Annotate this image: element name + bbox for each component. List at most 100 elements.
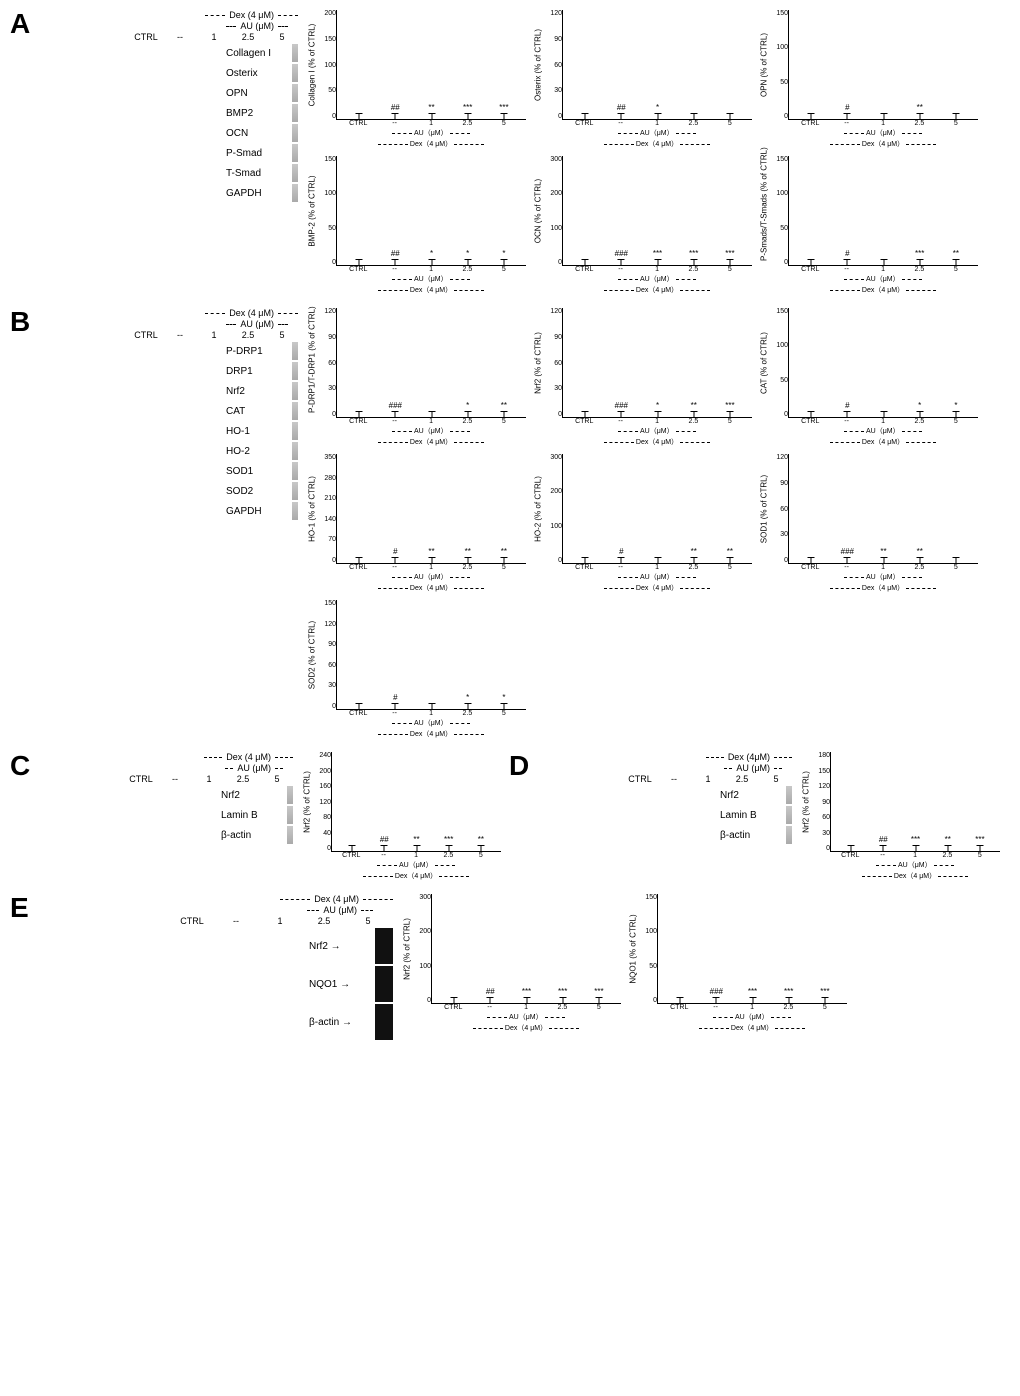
- chart-grid-e: Nrf2 (% of CTRL)0100200300##*********CTR…: [401, 894, 1010, 1042]
- error-bar: [693, 259, 694, 265]
- blot-row: GAPDH: [226, 184, 298, 202]
- blot-row: P-DRP1: [226, 342, 298, 360]
- x-axis: CTRL--12.55 AU（μM） Dex（4 μM）: [532, 266, 752, 296]
- significance-marker: *: [430, 249, 433, 258]
- y-axis-label: OCN (% of CTRL): [534, 161, 543, 261]
- y-ticks: 0100200300: [544, 156, 562, 266]
- error-bar: [729, 113, 730, 119]
- significance-marker: **: [428, 547, 434, 556]
- y-ticks: 050100150200: [318, 10, 336, 120]
- blot-row-label: P-Smad: [226, 148, 288, 159]
- blot-strip: [292, 64, 298, 82]
- error-bar: [693, 411, 694, 417]
- error-bar: [562, 997, 563, 1003]
- significance-marker: ***: [444, 835, 453, 844]
- y-ticks: 0306090120: [770, 454, 788, 564]
- blot-row-label: SOD1: [226, 466, 288, 477]
- significance-marker: **: [478, 835, 484, 844]
- error-bar: [919, 113, 920, 119]
- blot-strip: [375, 928, 393, 964]
- significance-marker: ***: [653, 249, 662, 258]
- y-axis-label: CAT (% of CTRL): [760, 313, 769, 413]
- lane-labels-e: CTRL--12.55: [139, 916, 393, 926]
- panel-label-c: C: [10, 752, 40, 882]
- error-bar: [395, 411, 396, 417]
- x-axis: CTRL--12.55 AU（μM） Dex（4 μM）: [306, 564, 526, 594]
- y-ticks: 0306090120150180: [812, 752, 830, 852]
- blot-row: Lamin B: [221, 806, 293, 824]
- blot-row-label: Lamin B: [720, 810, 782, 821]
- blot-strip: [292, 104, 298, 122]
- blot-row-label: CAT: [226, 406, 288, 417]
- significance-marker: ###: [389, 401, 402, 410]
- blot-strip: [292, 144, 298, 162]
- y-ticks: 0306090120150: [318, 600, 336, 710]
- error-bar: [680, 997, 681, 1003]
- error-bar: [811, 259, 812, 265]
- significance-marker: *: [918, 401, 921, 410]
- blot-row: Nrf2 →: [309, 928, 393, 964]
- au-label: AU (μM): [240, 21, 274, 31]
- error-bar: [395, 557, 396, 563]
- error-bar: [598, 997, 599, 1003]
- lane-labels-b: CTRL--12.55: [130, 330, 298, 340]
- plot-area: ##********: [336, 10, 526, 120]
- error-bar: [847, 557, 848, 563]
- significance-marker: ***: [689, 249, 698, 258]
- blot-row-label: Lamin B: [221, 810, 283, 821]
- error-bar: [585, 113, 586, 119]
- x-axis: CTRL--12.55 AU（μM） Dex（4 μM）: [800, 852, 1000, 882]
- significance-marker: ##: [391, 249, 400, 258]
- blot-row-label: Collagen I: [226, 48, 288, 59]
- blot-row: CAT: [226, 402, 298, 420]
- error-bar: [621, 113, 622, 119]
- error-bar: [431, 557, 432, 563]
- plot-area: ###****: [788, 454, 978, 564]
- error-bar: [847, 411, 848, 417]
- error-bar: [851, 845, 852, 851]
- error-bar: [416, 845, 417, 851]
- error-bar: [824, 997, 825, 1003]
- significance-marker: ***: [463, 103, 472, 112]
- x-axis: CTRL--12.55 AU（μM） Dex（4 μM）: [758, 266, 978, 296]
- significance-marker: ***: [748, 987, 757, 996]
- plot-area: #******: [336, 454, 526, 564]
- significance-marker: ***: [725, 401, 734, 410]
- significance-marker: #: [393, 547, 397, 556]
- blot-row-label: β-actin →: [309, 1017, 371, 1028]
- plot-area: ###***: [336, 308, 526, 418]
- significance-marker: ##: [486, 987, 495, 996]
- y-ticks: 0306090120: [544, 308, 562, 418]
- x-axis: CTRL--12.55 AU（μM） Dex（4 μM）: [758, 418, 978, 448]
- error-bar: [955, 259, 956, 265]
- x-axis: CTRL--12.55 AU（μM） Dex（4 μM）: [306, 266, 526, 296]
- error-bar: [811, 557, 812, 563]
- blot-row: β-actin →: [309, 1004, 393, 1040]
- y-ticks: 04080120160200240: [313, 752, 331, 852]
- blot-header-d: Dex (4μM) AU (μM) CTRL--12.55: [547, 752, 792, 784]
- blot-row-label: HO-1: [226, 426, 288, 437]
- error-bar: [431, 113, 432, 119]
- blot-row-label: β-actin: [221, 830, 283, 841]
- blot-strip: [292, 382, 298, 400]
- blot-column-c: Dex (4 μM) AU (μM) CTRL--12.55 Nrf2Lamin…: [48, 752, 293, 882]
- x-axis: CTRL--12.55 AU（μM） Dex（4 μM）: [627, 1004, 847, 1034]
- y-axis-label: Nrf2 (% of CTRL): [802, 752, 811, 852]
- significance-marker: **: [428, 103, 434, 112]
- bar-chart: HO-2 (% of CTRL)0100200300#****CTRL--12.…: [532, 454, 752, 594]
- blot-row: Nrf2: [221, 786, 293, 804]
- blot-row: SOD2: [226, 482, 298, 500]
- plot-area: ##*********: [431, 894, 621, 1004]
- significance-marker: *: [954, 401, 957, 410]
- blot-strip: [287, 826, 293, 844]
- significance-marker: **: [691, 547, 697, 556]
- error-bar: [467, 113, 468, 119]
- blot-strip: [292, 342, 298, 360]
- blot-row-label: Osterix: [226, 68, 288, 79]
- error-bar: [621, 557, 622, 563]
- y-ticks: 0306090120: [544, 10, 562, 120]
- error-bar: [693, 557, 694, 563]
- plot-area: ##***: [336, 156, 526, 266]
- blot-row: DRP1: [226, 362, 298, 380]
- significance-marker: ***: [915, 249, 924, 258]
